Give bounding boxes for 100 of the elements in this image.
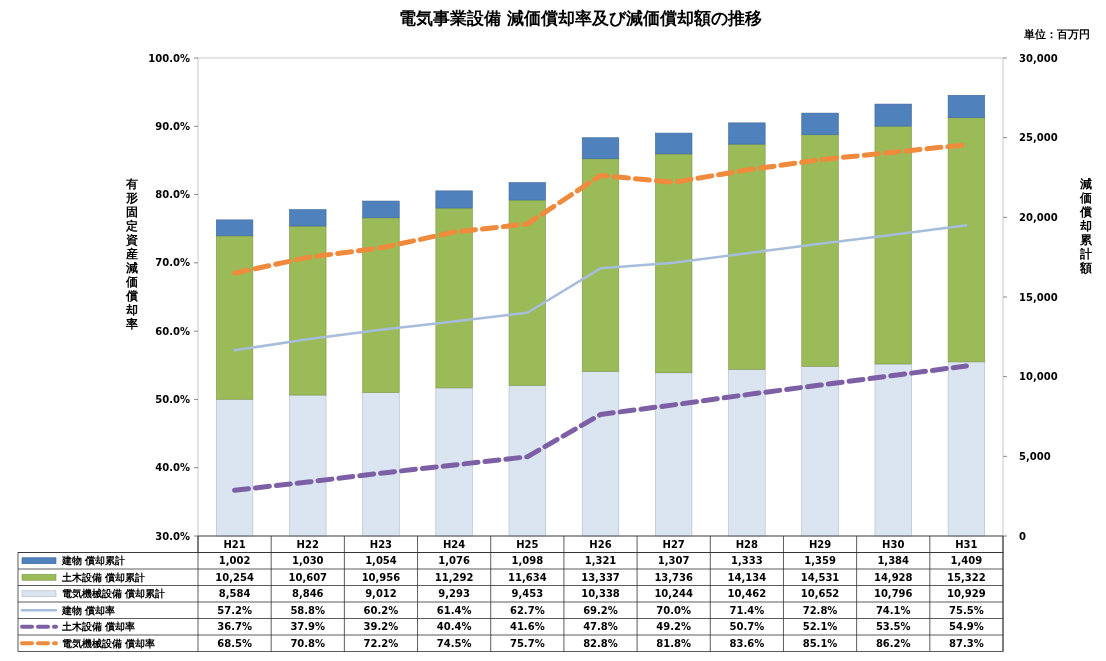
- bar: [435, 207, 473, 389]
- x-tick-label: H31: [955, 538, 978, 550]
- data-label: 1,030: [291, 555, 324, 567]
- data-label: 70.0%: [656, 604, 692, 616]
- bar: [216, 219, 254, 237]
- y2-tick-label: 20,000: [1019, 211, 1058, 223]
- bar: [655, 132, 693, 155]
- data-label: 1,321: [584, 555, 617, 567]
- data-label: 74.5%: [436, 637, 472, 649]
- data-label: 71.4%: [729, 604, 765, 616]
- legend-label: 建物 償却率: [61, 604, 116, 616]
- y-tick-label: 30.0%: [155, 530, 190, 542]
- y-tick-label: 70.0%: [155, 257, 190, 269]
- data-label: 10,254: [215, 571, 254, 583]
- data-label: 49.2%: [656, 621, 692, 633]
- bar: [508, 182, 546, 201]
- chart-title: 電気事業設備 減価償却率及び減価償却額の推移: [399, 8, 762, 28]
- y-tick-label: 40.0%: [155, 462, 190, 474]
- data-label: 11,634: [508, 571, 547, 583]
- x-tick-label: H29: [808, 538, 832, 550]
- data-label: 83.6%: [729, 637, 765, 649]
- bar: [655, 372, 693, 537]
- bar: [216, 235, 254, 400]
- bar: [801, 365, 839, 537]
- data-label: 72.8%: [802, 604, 838, 616]
- data-label: 11,292: [434, 571, 474, 583]
- data-label: 14,928: [873, 571, 913, 583]
- x-tick-label: H28: [735, 538, 759, 550]
- x-tick-label: H22: [296, 538, 319, 550]
- data-label: 10,956: [361, 571, 401, 583]
- bar: [362, 200, 400, 219]
- bar: [216, 398, 254, 537]
- data-label: 40.4%: [436, 621, 472, 633]
- x-tick-label: H23: [369, 538, 393, 550]
- x-tick-label: H24: [442, 538, 466, 550]
- data-label: 53.5%: [875, 621, 911, 633]
- data-label: 10,607: [288, 571, 328, 583]
- data-label: 70.8%: [290, 637, 326, 649]
- bar: [874, 125, 912, 365]
- bar: [801, 112, 839, 136]
- line-series: [233, 224, 968, 352]
- y2-tick-label: 10,000: [1019, 371, 1058, 383]
- data-label: 85.1%: [802, 637, 838, 649]
- bar: [801, 134, 839, 367]
- data-label: 60.2%: [363, 604, 399, 616]
- data-label: 72.2%: [363, 637, 399, 649]
- data-label: 62.7%: [509, 604, 545, 616]
- data-label: 13,337: [581, 571, 620, 583]
- bar: [728, 122, 766, 145]
- data-label: 8,584: [218, 588, 251, 600]
- bar: [947, 361, 985, 537]
- bar: [289, 394, 327, 537]
- bar: [581, 137, 620, 160]
- data-label: 10,462: [727, 588, 767, 600]
- x-tick-label: H25: [516, 538, 539, 550]
- bar: [874, 363, 912, 537]
- bar: [947, 117, 985, 363]
- data-label: 1,002: [218, 555, 251, 567]
- data-label: 58.8%: [290, 604, 326, 616]
- bar: [728, 369, 766, 537]
- data-label: 1,409: [950, 555, 983, 567]
- data-label: 9,453: [511, 588, 544, 600]
- bar: [581, 158, 620, 372]
- x-tick-label: H30: [882, 538, 905, 550]
- data-label: 39.2%: [363, 621, 399, 633]
- data-label: 10,244: [654, 588, 694, 600]
- data-label: 9,012: [365, 588, 397, 600]
- y-tick-label: 60.0%: [155, 325, 190, 337]
- legend-label: 土木設備 償却率: [61, 621, 136, 633]
- data-label: 69.2%: [583, 604, 618, 616]
- y2-axis-title: 減価償却累計額: [1079, 177, 1093, 275]
- y-tick-label: 90.0%: [155, 120, 190, 132]
- data-label: 1,054: [365, 555, 397, 567]
- bar: [362, 217, 400, 393]
- legend-label: 土木設備 償却累計: [61, 571, 146, 583]
- x-tick-label: H26: [589, 538, 612, 550]
- y2-tick-label: 15,000: [1019, 291, 1058, 303]
- bar: [947, 94, 985, 119]
- data-label: 10,338: [581, 588, 620, 600]
- data-label: 87.3%: [949, 637, 984, 649]
- text: 単位：百万円: [1023, 28, 1090, 41]
- bar: [581, 370, 620, 537]
- data-label: 82.8%: [583, 637, 618, 649]
- data-label: 10,796: [873, 588, 913, 600]
- data-label: 57.2%: [217, 604, 252, 616]
- data-label: 13,736: [654, 571, 694, 583]
- data-label: 37.9%: [290, 621, 326, 633]
- bar: [435, 387, 473, 537]
- bar: [435, 190, 473, 209]
- data-label: 52.1%: [802, 621, 838, 633]
- bar: [508, 199, 546, 386]
- bar: [362, 392, 400, 537]
- data-label: 81.8%: [656, 637, 692, 649]
- y-tick-label: 80.0%: [155, 189, 190, 201]
- y2-tick-label: 30,000: [1019, 52, 1058, 64]
- y2-tick-label: 0: [1019, 530, 1026, 542]
- y2-tick-label: 5,000: [1019, 450, 1051, 462]
- data-label: 1,098: [511, 555, 544, 567]
- y2-tick-label: 25,000: [1019, 132, 1058, 144]
- bar: [508, 385, 546, 537]
